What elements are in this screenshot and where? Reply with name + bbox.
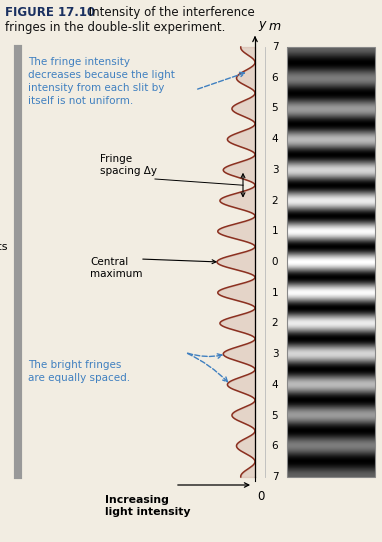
Text: 1: 1 [272, 288, 278, 298]
Text: 3: 3 [272, 165, 278, 175]
Text: 7: 7 [272, 42, 278, 52]
Text: 3: 3 [272, 349, 278, 359]
Text: 6: 6 [272, 73, 278, 83]
Text: Increasing
light intensity: Increasing light intensity [105, 495, 191, 517]
Text: The bright fringes
are equally spaced.: The bright fringes are equally spaced. [28, 360, 130, 383]
Text: y: y [258, 18, 265, 31]
Text: fringes in the double-slit experiment.: fringes in the double-slit experiment. [5, 21, 225, 34]
Bar [287, 47, 375, 477]
Text: The fringe intensity
decreases because the light
intensity from each slit by
its: The fringe intensity decreases because t… [28, 57, 175, 106]
Text: FIGURE 17.10: FIGURE 17.10 [5, 6, 95, 19]
Text: 2: 2 [272, 196, 278, 205]
Text: 5: 5 [272, 104, 278, 113]
Text: 0: 0 [272, 257, 278, 267]
Text: Slits: Slits [0, 242, 8, 252]
Text: 6: 6 [272, 441, 278, 451]
Text: m: m [269, 20, 281, 33]
Text: 1: 1 [272, 227, 278, 236]
Text: 7: 7 [272, 472, 278, 482]
Text: 5: 5 [272, 411, 278, 421]
Text: 4: 4 [272, 380, 278, 390]
Text: Intensity of the interference: Intensity of the interference [85, 6, 255, 19]
Text: Central
maximum: Central maximum [90, 257, 142, 279]
Text: 0: 0 [257, 490, 264, 503]
Text: Fringe
spacing Δy: Fringe spacing Δy [100, 154, 157, 176]
Text: 4: 4 [272, 134, 278, 144]
Text: 2: 2 [272, 319, 278, 328]
